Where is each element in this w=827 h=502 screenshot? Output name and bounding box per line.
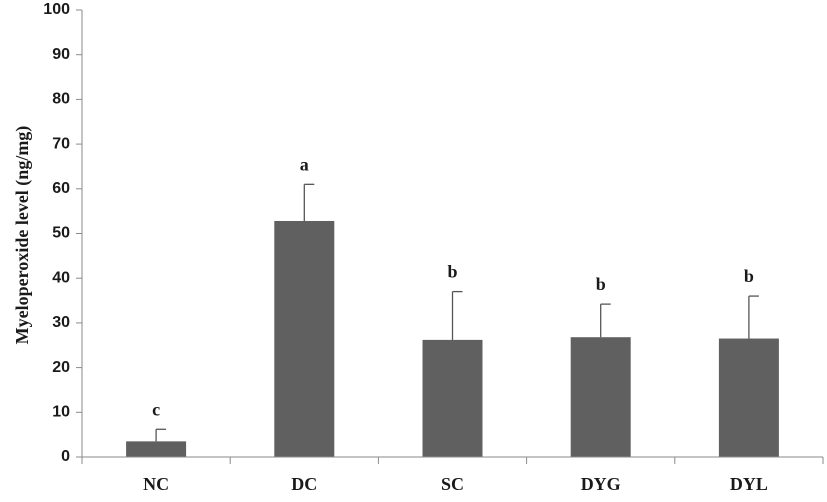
- y-tick-label: 30: [52, 314, 70, 331]
- y-tick-label: 80: [52, 91, 70, 108]
- y-tick-label: 10: [52, 404, 70, 421]
- bars: c a b b b: [126, 154, 779, 457]
- y-tick-label: 90: [52, 46, 70, 63]
- bar: [274, 220, 335, 457]
- x-tick-label: DYG: [581, 474, 621, 494]
- x-tick-label: DYL: [730, 474, 768, 494]
- y-tick-label: 20: [52, 359, 70, 376]
- y-axis: 0 10 20 30 40 50 60 70 80 90 100: [43, 1, 83, 465]
- y-tick-label: 40: [52, 269, 70, 286]
- x-axis: NC DC SC DYG DYL: [81, 456, 824, 494]
- y-axis-label: Myeloperoxide level (ng/mg): [12, 126, 33, 345]
- significance-label: c: [152, 399, 160, 419]
- y-tick-label: 100: [43, 1, 70, 18]
- bar: [422, 339, 483, 457]
- significance-label: a: [300, 154, 309, 174]
- significance-label: b: [744, 266, 754, 286]
- y-tick-label: 0: [61, 448, 70, 465]
- significance-label: b: [447, 262, 457, 282]
- y-tick-label: 60: [52, 180, 70, 197]
- bar: [718, 338, 779, 457]
- y-tick-label: 50: [52, 225, 70, 242]
- x-tick-label: DC: [291, 474, 317, 494]
- x-tick-label: SC: [441, 474, 464, 494]
- y-tick-label: 70: [52, 135, 70, 152]
- bar: [126, 441, 187, 457]
- x-tick-label: NC: [143, 474, 169, 494]
- bar: [570, 337, 631, 457]
- significance-label: b: [596, 274, 606, 294]
